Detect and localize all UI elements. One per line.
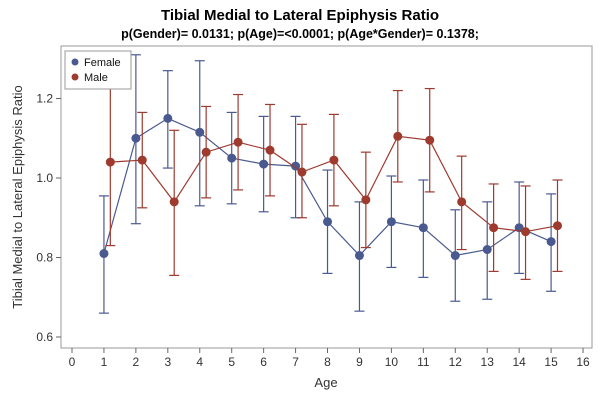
chart-title: Tibial Medial to Lateral Epiphysis Ratio <box>160 7 440 24</box>
male-data-point <box>265 145 275 155</box>
x-axis-label: Age <box>314 375 337 390</box>
male-data-point <box>329 155 339 165</box>
x-tick-label: 3 <box>164 355 171 369</box>
legend-label-male: Male <box>84 72 108 84</box>
female-data-point <box>546 237 556 247</box>
female-data-point <box>386 217 396 227</box>
x-tick-label: 10 <box>385 355 399 369</box>
x-tick-label: 6 <box>260 355 267 369</box>
male-data-point <box>552 221 562 231</box>
male-data-point <box>521 227 531 237</box>
x-tick-label: 15 <box>544 355 558 369</box>
female-data-point <box>514 223 524 233</box>
y-tick-label: 1.2 <box>36 92 53 106</box>
female-data-point <box>99 249 109 259</box>
x-tick-label: 1 <box>101 355 108 369</box>
x-tick-label: 4 <box>196 355 203 369</box>
x-tick-label: 5 <box>228 355 235 369</box>
x-tick-label: 13 <box>481 355 495 369</box>
legend-box <box>64 50 132 90</box>
x-tick-label: 7 <box>292 355 299 369</box>
series-male <box>105 80 563 280</box>
male-data-point <box>169 197 179 207</box>
chart-subtitle: p(Gender)= 0.0131; p(Age)=<0.0001; p(Age… <box>121 27 479 41</box>
male-data-point <box>297 167 307 177</box>
x-tick-label: 11 <box>417 355 430 369</box>
male-data-point <box>137 155 147 165</box>
x-tick-label: 9 <box>356 355 363 369</box>
legend-marker-female <box>71 58 79 66</box>
male-data-point <box>233 137 243 147</box>
female-data-point <box>354 251 364 261</box>
male-data-point <box>393 131 403 141</box>
male-data-point <box>361 195 371 205</box>
y-axis-label: Tibial Medial to Lateral Epiphysis Ratio <box>10 85 25 309</box>
male-data-point <box>457 197 467 207</box>
plot-frame <box>60 45 593 349</box>
legend-label-female: Female <box>84 57 121 69</box>
male-data-point <box>425 135 435 145</box>
x-tick-label: 0 <box>69 355 76 369</box>
y-tick-label: 0.6 <box>36 330 53 344</box>
female-data-point <box>259 159 269 169</box>
x-tick-label: 2 <box>133 355 140 369</box>
x-tick-label: 8 <box>324 355 331 369</box>
male-data-point <box>105 157 115 167</box>
female-data-point <box>195 127 205 137</box>
female-data-point <box>450 251 460 261</box>
female-data-point <box>227 153 237 163</box>
legend-marker-male <box>71 73 79 81</box>
legend: Female Male <box>64 50 132 90</box>
y-tick-label: 1.0 <box>36 171 53 185</box>
female-data-point <box>482 245 492 255</box>
series-female <box>98 54 557 314</box>
x-tick-label: 12 <box>449 355 463 369</box>
y-tick-label: 0.8 <box>36 251 53 265</box>
x-tick-label: 16 <box>576 355 590 369</box>
male-data-point <box>201 147 211 157</box>
female-data-point <box>291 161 301 171</box>
female-data-point <box>163 113 173 123</box>
female-data-point <box>131 133 141 143</box>
female-data-point <box>418 223 428 233</box>
x-tick-label: 14 <box>512 355 526 369</box>
male-data-point <box>489 223 499 233</box>
female-data-point <box>323 217 333 227</box>
